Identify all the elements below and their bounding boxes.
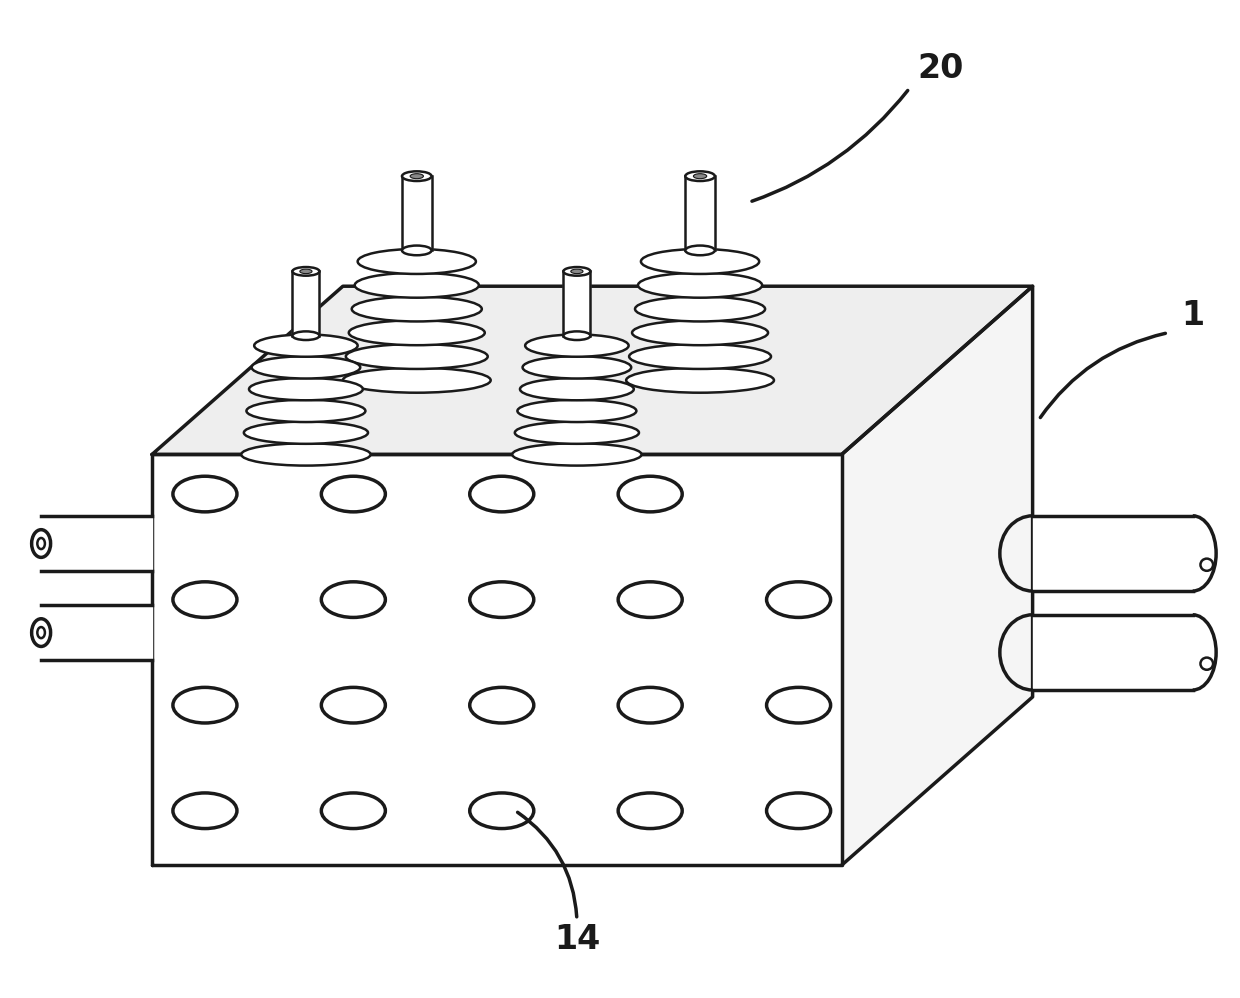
Ellipse shape xyxy=(172,793,237,828)
Ellipse shape xyxy=(410,174,423,179)
Ellipse shape xyxy=(520,378,634,400)
Ellipse shape xyxy=(563,267,590,275)
Text: 1: 1 xyxy=(1182,299,1204,332)
Ellipse shape xyxy=(635,296,765,321)
Ellipse shape xyxy=(626,368,774,392)
Ellipse shape xyxy=(172,476,237,512)
Ellipse shape xyxy=(632,320,768,345)
Ellipse shape xyxy=(693,174,707,179)
Ellipse shape xyxy=(515,421,639,444)
Ellipse shape xyxy=(321,793,386,828)
Ellipse shape xyxy=(37,627,45,638)
Ellipse shape xyxy=(766,582,831,618)
Ellipse shape xyxy=(402,172,432,181)
Text: 14: 14 xyxy=(554,923,600,956)
Ellipse shape xyxy=(32,530,51,558)
Polygon shape xyxy=(686,177,714,250)
Ellipse shape xyxy=(357,250,476,273)
Ellipse shape xyxy=(37,538,45,549)
Ellipse shape xyxy=(766,793,831,828)
Ellipse shape xyxy=(293,267,320,275)
Ellipse shape xyxy=(470,688,533,723)
Ellipse shape xyxy=(321,688,386,723)
Text: 20: 20 xyxy=(918,52,963,85)
Ellipse shape xyxy=(254,334,357,356)
Ellipse shape xyxy=(247,400,366,422)
Ellipse shape xyxy=(470,793,533,828)
Ellipse shape xyxy=(526,334,629,356)
Polygon shape xyxy=(1033,615,1193,690)
Ellipse shape xyxy=(249,378,363,400)
Ellipse shape xyxy=(517,400,636,422)
Ellipse shape xyxy=(619,582,682,618)
Ellipse shape xyxy=(355,272,479,297)
Ellipse shape xyxy=(300,269,312,273)
Ellipse shape xyxy=(348,320,485,345)
Ellipse shape xyxy=(172,688,237,723)
Ellipse shape xyxy=(321,582,386,618)
Ellipse shape xyxy=(343,368,491,392)
Ellipse shape xyxy=(641,250,759,273)
Ellipse shape xyxy=(619,688,682,723)
Polygon shape xyxy=(1033,516,1193,591)
Ellipse shape xyxy=(522,356,631,378)
Polygon shape xyxy=(402,177,432,250)
Polygon shape xyxy=(842,286,1033,865)
Ellipse shape xyxy=(512,443,641,466)
Ellipse shape xyxy=(1200,658,1213,670)
Polygon shape xyxy=(41,516,153,571)
Ellipse shape xyxy=(619,476,682,512)
Polygon shape xyxy=(293,271,320,335)
Polygon shape xyxy=(563,271,590,335)
Polygon shape xyxy=(41,605,153,661)
Ellipse shape xyxy=(629,344,771,369)
Ellipse shape xyxy=(32,619,51,647)
Ellipse shape xyxy=(244,421,368,444)
Ellipse shape xyxy=(346,344,487,369)
Ellipse shape xyxy=(686,246,714,255)
Ellipse shape xyxy=(686,172,714,181)
Ellipse shape xyxy=(293,331,320,340)
Ellipse shape xyxy=(242,443,371,466)
Ellipse shape xyxy=(563,331,590,340)
Polygon shape xyxy=(153,454,842,865)
Ellipse shape xyxy=(1200,559,1213,571)
Ellipse shape xyxy=(172,582,237,618)
Polygon shape xyxy=(153,286,1033,454)
Ellipse shape xyxy=(252,356,361,378)
Ellipse shape xyxy=(639,272,763,297)
Ellipse shape xyxy=(321,476,386,512)
Ellipse shape xyxy=(402,246,432,255)
Ellipse shape xyxy=(619,793,682,828)
Ellipse shape xyxy=(470,476,533,512)
Ellipse shape xyxy=(570,269,583,273)
Ellipse shape xyxy=(766,688,831,723)
Ellipse shape xyxy=(470,582,533,618)
Ellipse shape xyxy=(352,296,482,321)
